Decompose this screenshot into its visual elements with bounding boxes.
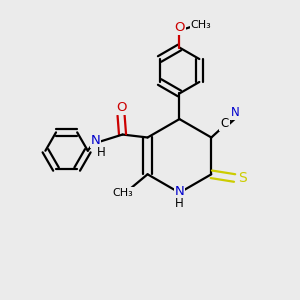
Text: O: O <box>174 21 185 34</box>
Text: O: O <box>116 101 126 114</box>
Text: N: N <box>230 106 239 119</box>
Text: S: S <box>238 171 247 185</box>
Text: H: H <box>175 197 184 210</box>
Text: CH₃: CH₃ <box>190 20 211 30</box>
Text: H: H <box>97 146 105 159</box>
Text: N: N <box>91 134 100 147</box>
Text: N: N <box>175 185 184 198</box>
Text: C: C <box>220 117 229 130</box>
Text: CH₃: CH₃ <box>112 188 133 197</box>
